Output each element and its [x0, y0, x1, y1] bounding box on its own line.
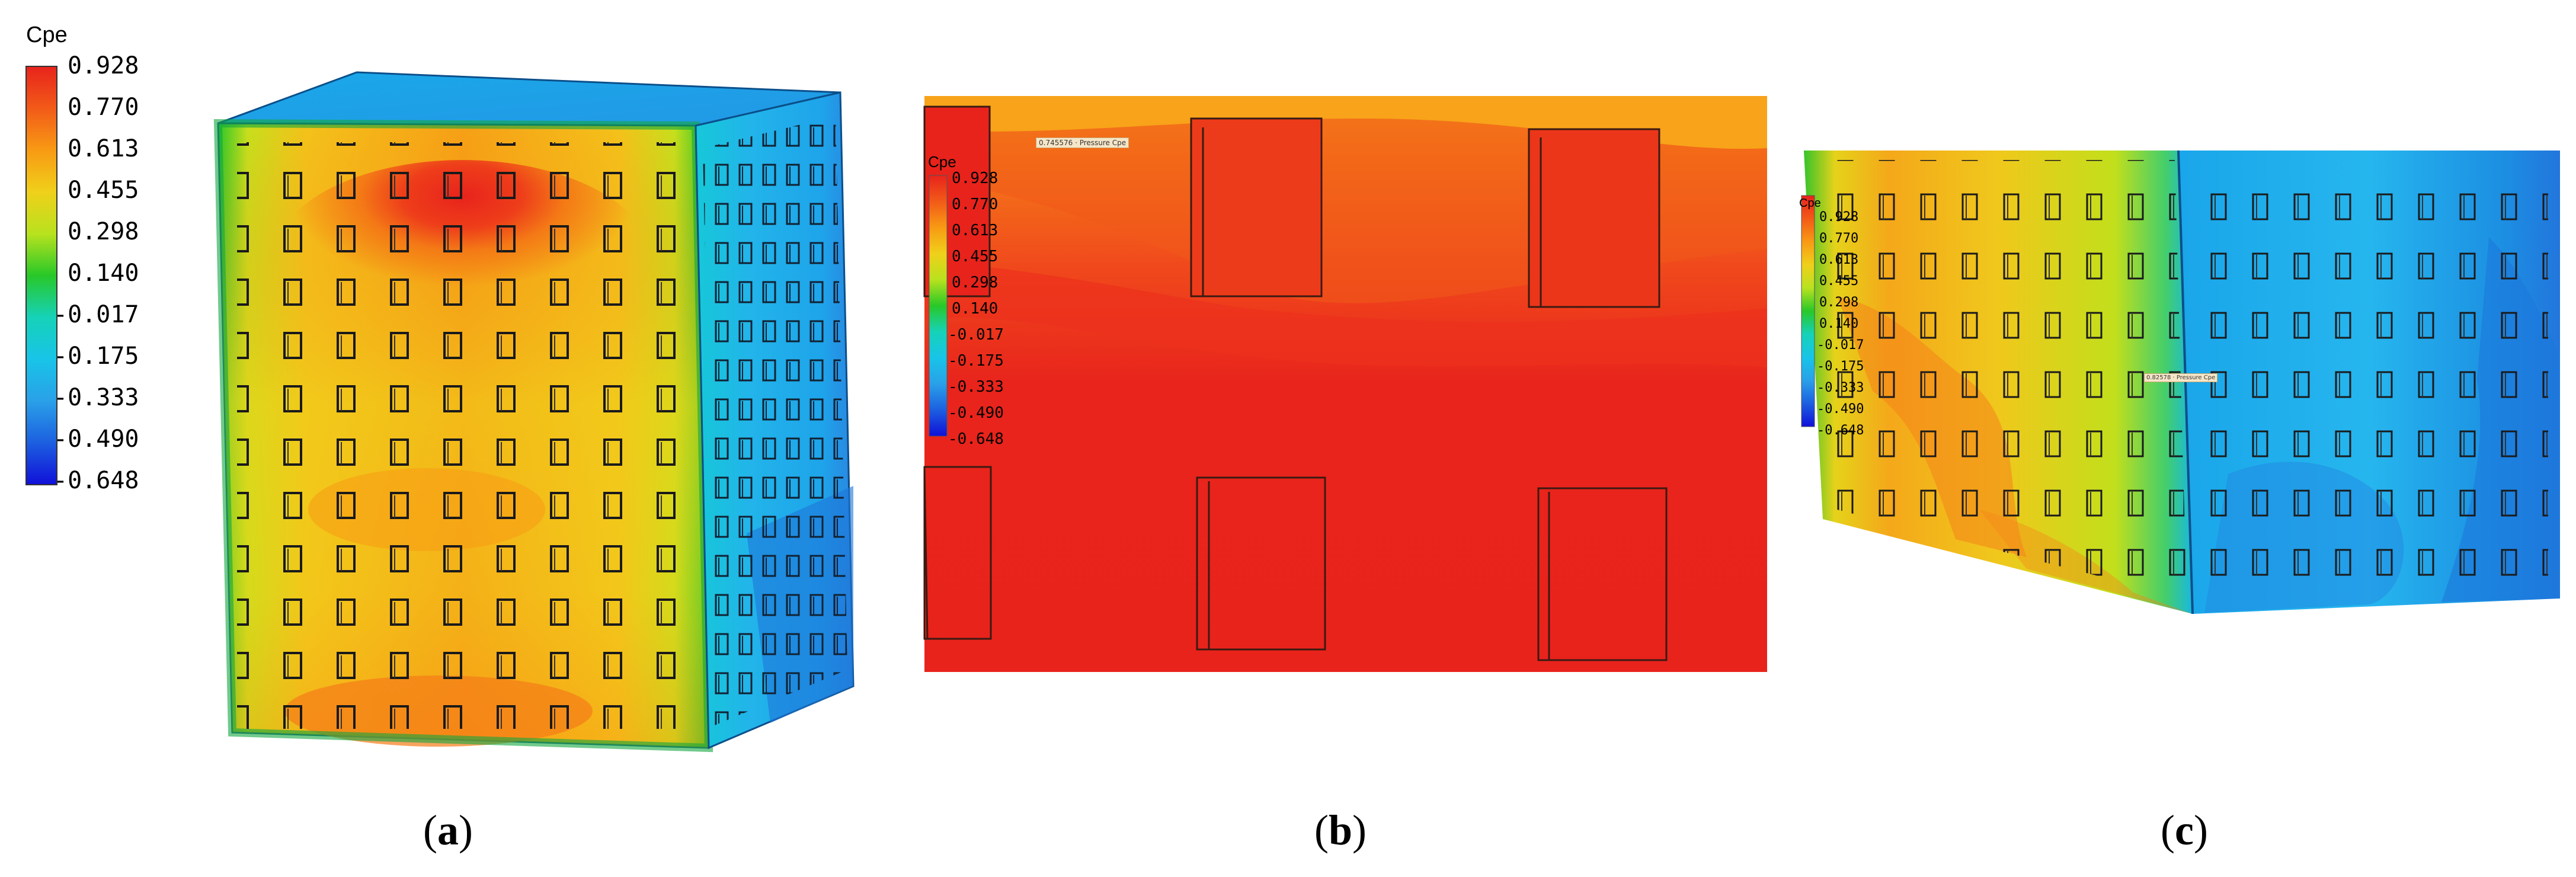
legend-a	[25, 66, 57, 485]
legend-c-tick: 0.140	[1819, 316, 1859, 331]
legend-b-tick: -0.648	[948, 430, 1004, 448]
legend-b-tick: 0.140	[952, 300, 999, 318]
legend-c-tick: -0.490	[1817, 402, 1864, 417]
caption-b: (b)	[1314, 806, 1367, 854]
legend-b-tick: 0.455	[952, 248, 999, 265]
legend-c-tick: 0.298	[1819, 295, 1859, 310]
facade-b-windows	[923, 105, 1668, 661]
caption-c: (c)	[2161, 806, 2208, 854]
panel-b	[923, 96, 1767, 672]
legend-b-title: Cpe	[928, 153, 956, 171]
legend-c-tick: -0.333	[1817, 380, 1864, 395]
legend-c-tick: 0.770	[1819, 231, 1859, 246]
legend-a-tick: -0.490	[53, 425, 139, 453]
caption-b-letter: b	[1328, 806, 1353, 854]
caption-a-letter: a	[437, 806, 459, 854]
building-c-windows-front	[1825, 160, 2187, 598]
probe-label-b: 0.745576 · Pressure Cpe	[1036, 137, 1129, 148]
legend-a-tick: 0.455	[68, 177, 139, 204]
legend-b-tick: 0.298	[952, 274, 999, 292]
legend-b-tick: -0.333	[948, 378, 1004, 396]
legend-b-tick: -0.017	[948, 326, 1004, 344]
legend-c-tick: -0.175	[1817, 359, 1864, 374]
legend-a-tick: -0.017	[53, 301, 139, 328]
legend-a-tick: 0.140	[68, 260, 139, 287]
legend-b-tick: -0.490	[948, 404, 1004, 422]
legend-c-tick: 0.928	[1819, 210, 1859, 225]
legend-a-tick: -0.333	[53, 384, 139, 411]
legend-c-tick: 0.455	[1819, 274, 1859, 289]
legend-a-tick: -0.175	[53, 343, 139, 370]
panel-a	[25, 66, 855, 753]
legend-a-title: Cpe	[26, 23, 68, 47]
caption-c-letter: c	[2174, 806, 2194, 854]
panel-c	[1801, 150, 2560, 614]
building-a-windows-side	[703, 116, 847, 725]
legend-c-tick: 0.613	[1819, 252, 1859, 267]
legend-a-tick: 0.928	[68, 52, 139, 79]
building-c-windows-side	[2193, 166, 2548, 604]
legend-c-tick: -0.648	[1817, 423, 1864, 438]
legend-b-tick: -0.175	[948, 352, 1004, 370]
caption-a: (a)	[423, 806, 473, 854]
legend-c-title: Cpe	[1799, 197, 1821, 210]
legend-a-colorbar	[25, 66, 57, 485]
legend-a-tick: 0.613	[68, 135, 139, 162]
legend-a-tick: -0.648	[53, 467, 139, 494]
legend-b-colorbar	[929, 175, 948, 437]
probe-label-c: 0.82578 · Pressure Cpe	[2144, 373, 2218, 382]
legend-c-colorbar	[1801, 195, 1815, 427]
legend-a-tick: 0.298	[68, 218, 139, 245]
building-a-windows-front	[237, 142, 687, 729]
legend-c-tick: -0.017	[1817, 338, 1864, 353]
legend-b-tick: 0.770	[952, 196, 999, 213]
legend-b-tick: 0.928	[952, 169, 999, 187]
legend-b-tick: 0.613	[952, 222, 999, 239]
legend-a-tick: 0.770	[68, 94, 139, 121]
